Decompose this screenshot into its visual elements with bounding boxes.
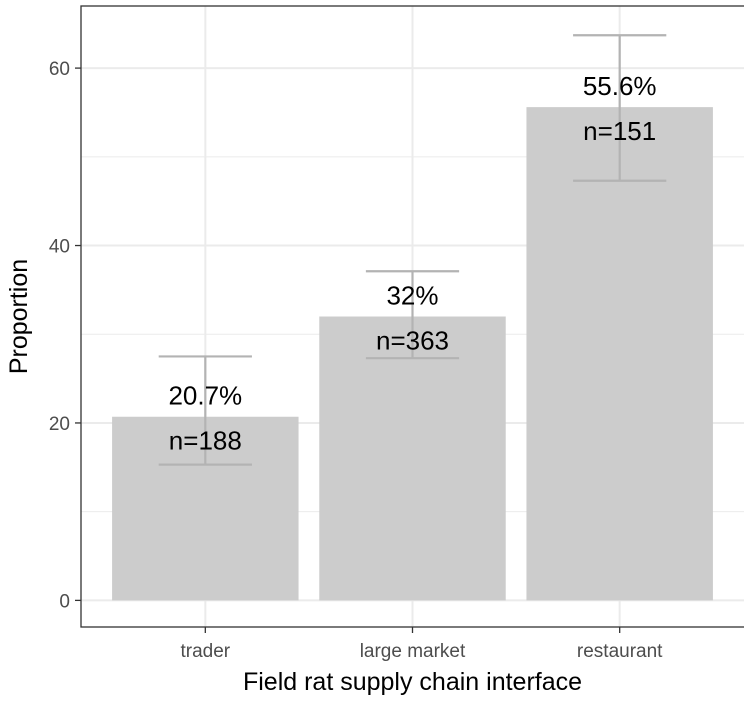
x-tick-label: large market xyxy=(360,641,466,662)
data-label-n: n=188 xyxy=(169,426,242,456)
bar-large-market xyxy=(319,316,506,601)
y-tick-label: 60 xyxy=(49,59,70,80)
y-tick-label: 20 xyxy=(49,414,70,435)
data-label-n: n=151 xyxy=(583,116,656,146)
panel-border xyxy=(80,5,744,628)
data-label-percent: 55.6% xyxy=(583,71,657,101)
bar-restaurant xyxy=(526,107,713,601)
x-tick-label: trader xyxy=(180,641,230,662)
y-tick-label: 0 xyxy=(59,591,70,612)
y-axis-title: Proportion xyxy=(5,259,33,374)
error-bar-layer xyxy=(158,34,667,466)
y-tick-label: 40 xyxy=(49,237,70,258)
x-tick-label: restaurant xyxy=(577,641,663,662)
data-label-n: n=363 xyxy=(376,326,449,356)
data-label-percent: 20.7% xyxy=(168,381,242,411)
x-axis-title: Field rat supply chain interface xyxy=(243,668,582,696)
data-label-layer: 20.7% n=188 32% n=363 55.6% n=151 xyxy=(168,71,656,456)
data-label-percent: 32% xyxy=(386,281,438,311)
axis-layer: 0 20 40 60 trader large market restaurant xyxy=(49,59,663,662)
